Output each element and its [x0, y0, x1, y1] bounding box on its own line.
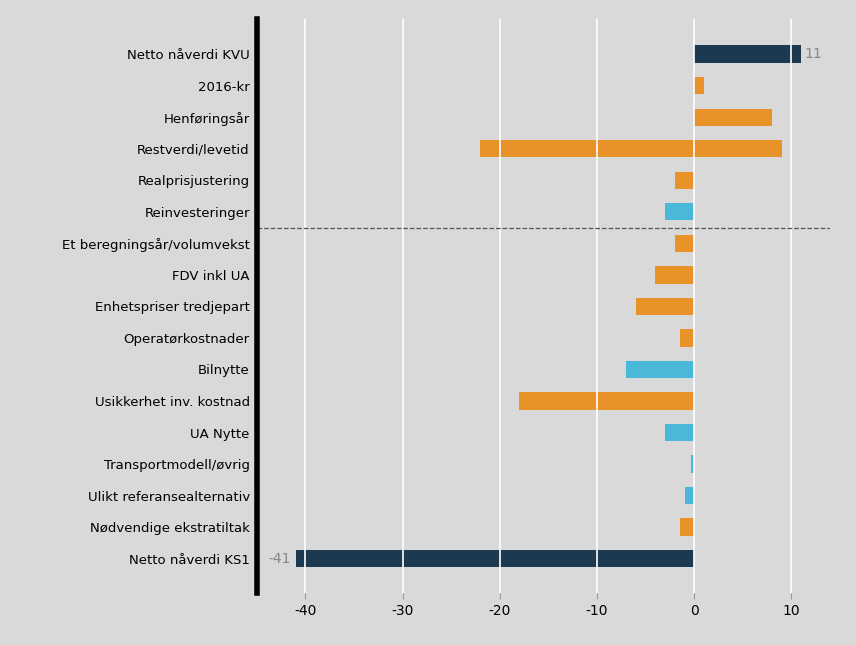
Bar [509, 140, 782, 157]
Bar [295, 550, 694, 568]
Text: 11: 11 [804, 47, 822, 61]
Bar [675, 235, 694, 252]
Bar [627, 361, 694, 378]
Bar [694, 77, 704, 94]
Bar [665, 203, 694, 221]
Bar [694, 108, 772, 126]
Bar [636, 298, 694, 315]
Text: -41: -41 [268, 551, 291, 566]
Bar [692, 455, 694, 473]
Bar [656, 266, 694, 284]
Bar [680, 329, 694, 346]
Bar [665, 424, 694, 441]
Bar [675, 172, 694, 189]
Bar [680, 519, 694, 536]
Bar [520, 392, 694, 410]
Bar [480, 140, 509, 157]
Bar [685, 487, 694, 504]
Bar [694, 45, 801, 63]
